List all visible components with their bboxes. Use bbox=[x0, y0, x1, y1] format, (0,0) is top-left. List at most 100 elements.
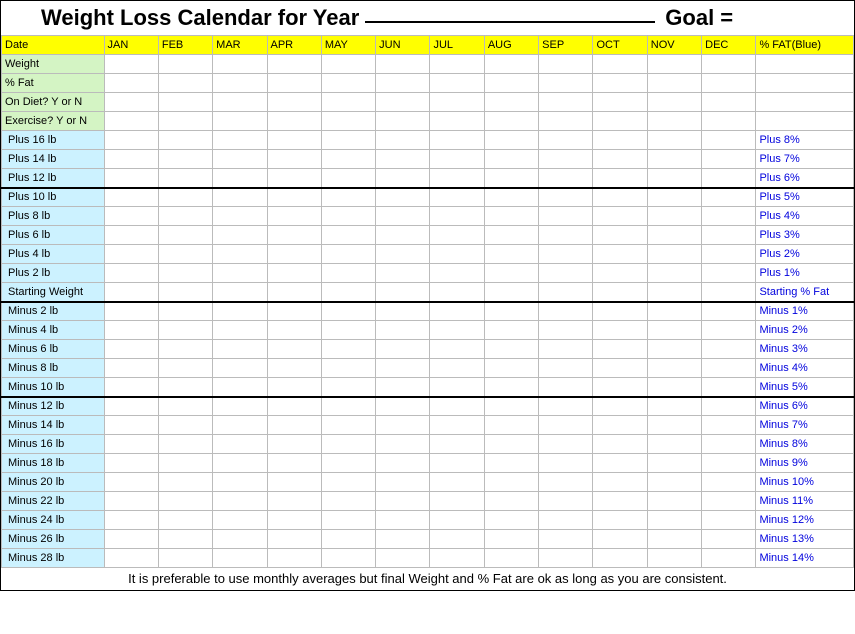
data-cell[interactable] bbox=[539, 245, 593, 264]
data-cell[interactable] bbox=[104, 549, 158, 568]
data-cell[interactable] bbox=[321, 283, 375, 302]
data-cell[interactable] bbox=[267, 245, 321, 264]
data-cell[interactable] bbox=[376, 245, 430, 264]
data-cell[interactable] bbox=[539, 359, 593, 378]
data-cell[interactable] bbox=[539, 112, 593, 131]
data-cell[interactable] bbox=[430, 131, 484, 150]
data-cell[interactable] bbox=[158, 207, 212, 226]
data-cell[interactable] bbox=[593, 511, 647, 530]
data-cell[interactable] bbox=[539, 378, 593, 397]
data-cell[interactable] bbox=[267, 416, 321, 435]
data-cell[interactable] bbox=[647, 264, 701, 283]
data-cell[interactable] bbox=[321, 226, 375, 245]
data-cell[interactable] bbox=[267, 131, 321, 150]
data-cell[interactable] bbox=[321, 530, 375, 549]
data-cell[interactable] bbox=[104, 511, 158, 530]
data-cell[interactable] bbox=[702, 93, 756, 112]
data-cell[interactable] bbox=[321, 340, 375, 359]
data-cell[interactable] bbox=[539, 74, 593, 93]
data-cell[interactable] bbox=[376, 207, 430, 226]
data-cell[interactable] bbox=[647, 340, 701, 359]
data-cell[interactable] bbox=[213, 150, 267, 169]
data-cell[interactable] bbox=[702, 112, 756, 131]
data-cell[interactable] bbox=[702, 549, 756, 568]
data-cell[interactable] bbox=[104, 378, 158, 397]
data-cell[interactable] bbox=[104, 264, 158, 283]
data-cell[interactable] bbox=[484, 74, 538, 93]
data-cell[interactable] bbox=[267, 74, 321, 93]
data-cell[interactable] bbox=[158, 530, 212, 549]
data-cell[interactable] bbox=[213, 131, 267, 150]
data-cell[interactable] bbox=[321, 264, 375, 283]
data-cell[interactable] bbox=[484, 454, 538, 473]
data-cell[interactable] bbox=[104, 530, 158, 549]
data-cell[interactable] bbox=[104, 340, 158, 359]
data-cell[interactable] bbox=[104, 473, 158, 492]
data-cell[interactable] bbox=[267, 511, 321, 530]
data-cell[interactable] bbox=[376, 74, 430, 93]
data-cell[interactable] bbox=[213, 416, 267, 435]
data-cell[interactable] bbox=[647, 112, 701, 131]
data-cell[interactable] bbox=[321, 207, 375, 226]
data-cell[interactable] bbox=[484, 435, 538, 454]
data-cell[interactable] bbox=[430, 150, 484, 169]
data-cell[interactable] bbox=[484, 93, 538, 112]
data-cell[interactable] bbox=[702, 207, 756, 226]
data-cell[interactable] bbox=[484, 416, 538, 435]
data-cell[interactable] bbox=[484, 169, 538, 188]
data-cell[interactable] bbox=[104, 359, 158, 378]
data-cell[interactable] bbox=[376, 302, 430, 321]
data-cell[interactable] bbox=[158, 150, 212, 169]
data-cell[interactable] bbox=[702, 188, 756, 207]
data-cell[interactable] bbox=[539, 169, 593, 188]
data-cell[interactable] bbox=[267, 264, 321, 283]
data-cell[interactable] bbox=[321, 473, 375, 492]
data-cell[interactable] bbox=[430, 473, 484, 492]
data-cell[interactable] bbox=[647, 188, 701, 207]
data-cell[interactable] bbox=[213, 283, 267, 302]
data-cell[interactable] bbox=[702, 302, 756, 321]
data-cell[interactable] bbox=[158, 416, 212, 435]
data-cell[interactable] bbox=[647, 131, 701, 150]
data-cell[interactable] bbox=[539, 55, 593, 74]
data-cell[interactable] bbox=[213, 207, 267, 226]
data-cell[interactable] bbox=[321, 131, 375, 150]
data-cell[interactable] bbox=[267, 454, 321, 473]
data-cell[interactable] bbox=[158, 302, 212, 321]
data-cell[interactable] bbox=[321, 397, 375, 416]
data-cell[interactable] bbox=[430, 321, 484, 340]
data-cell[interactable] bbox=[702, 283, 756, 302]
data-cell[interactable] bbox=[158, 473, 212, 492]
data-cell[interactable] bbox=[593, 549, 647, 568]
data-cell[interactable] bbox=[104, 454, 158, 473]
data-cell[interactable] bbox=[376, 188, 430, 207]
data-cell[interactable] bbox=[267, 188, 321, 207]
data-cell[interactable] bbox=[376, 549, 430, 568]
data-cell[interactable] bbox=[267, 378, 321, 397]
data-cell[interactable] bbox=[702, 378, 756, 397]
data-cell[interactable] bbox=[539, 207, 593, 226]
data-cell[interactable] bbox=[213, 321, 267, 340]
data-cell[interactable] bbox=[593, 302, 647, 321]
data-cell[interactable] bbox=[158, 55, 212, 74]
data-cell[interactable] bbox=[321, 416, 375, 435]
data-cell[interactable] bbox=[593, 492, 647, 511]
data-cell[interactable] bbox=[593, 340, 647, 359]
data-cell[interactable] bbox=[647, 55, 701, 74]
data-cell[interactable] bbox=[213, 435, 267, 454]
data-cell[interactable] bbox=[702, 55, 756, 74]
data-cell[interactable] bbox=[158, 340, 212, 359]
data-cell[interactable] bbox=[267, 549, 321, 568]
data-cell[interactable] bbox=[539, 321, 593, 340]
data-cell[interactable] bbox=[702, 416, 756, 435]
data-cell[interactable] bbox=[593, 378, 647, 397]
data-cell[interactable] bbox=[539, 549, 593, 568]
data-cell[interactable] bbox=[267, 473, 321, 492]
data-cell[interactable] bbox=[267, 207, 321, 226]
data-cell[interactable] bbox=[158, 321, 212, 340]
data-cell[interactable] bbox=[213, 492, 267, 511]
data-cell[interactable] bbox=[430, 283, 484, 302]
data-cell[interactable] bbox=[593, 131, 647, 150]
data-cell[interactable] bbox=[647, 549, 701, 568]
data-cell[interactable] bbox=[158, 188, 212, 207]
